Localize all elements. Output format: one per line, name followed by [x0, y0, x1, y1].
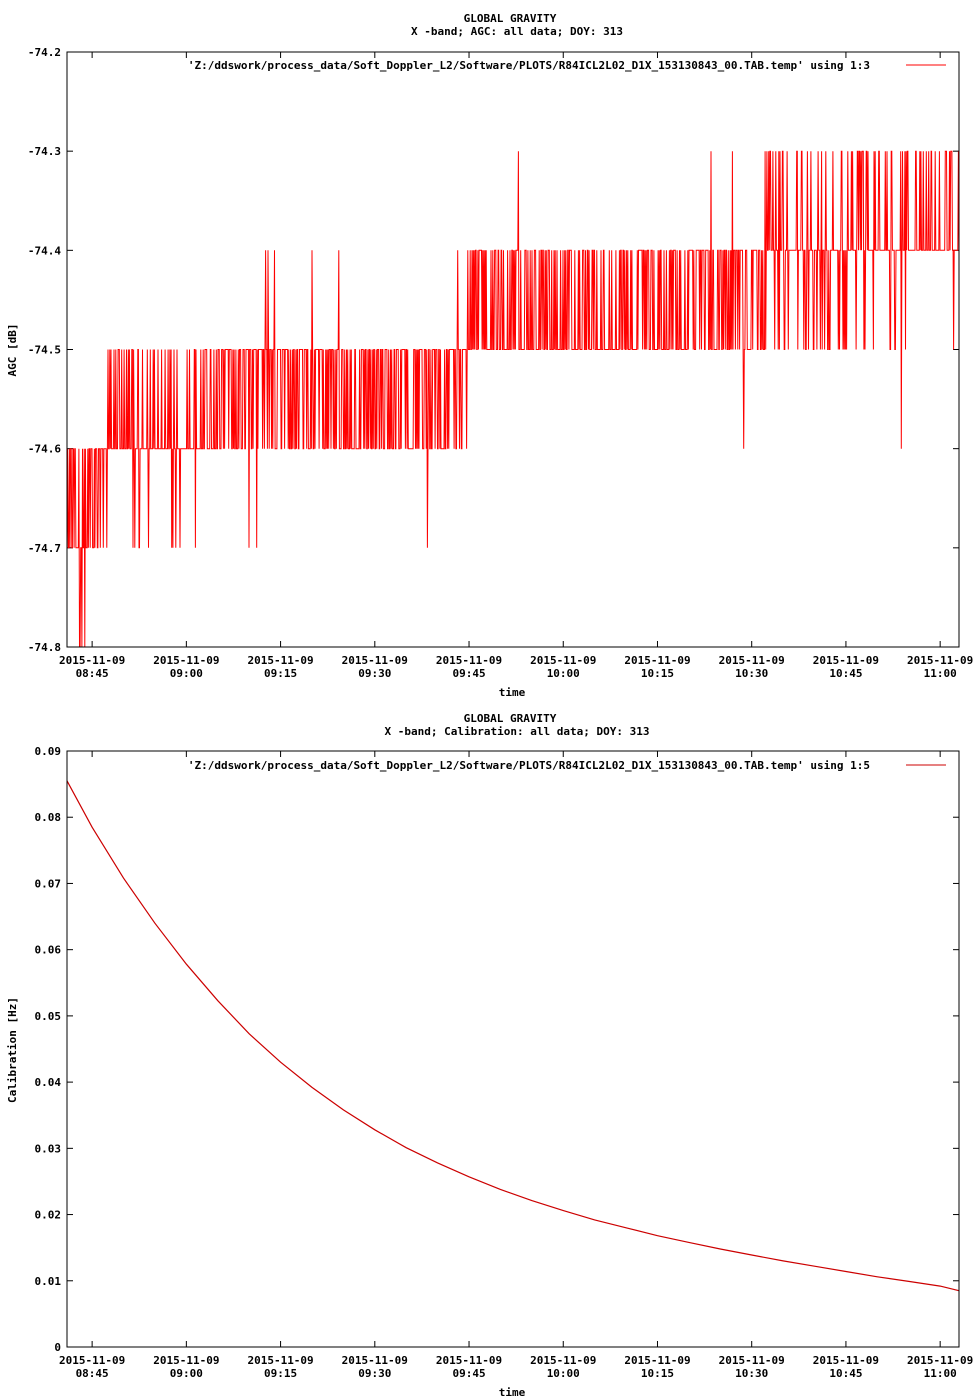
agc-x-tick-date: 2015-11-09: [813, 654, 879, 667]
calibration-y-tick-label: 0.09: [35, 745, 62, 758]
calibration-x-tick-date: 2015-11-09: [907, 1354, 973, 1367]
agc-chart-title: GLOBAL GRAVITY: [464, 12, 557, 25]
agc-x-tick-date: 2015-11-09: [530, 654, 596, 667]
agc-x-axis-label: time: [499, 686, 526, 699]
calibration-legend-label: 'Z:/ddswork/process_data/Soft_Doppler_L2…: [188, 759, 870, 772]
calibration-y-tick-label: 0: [54, 1341, 61, 1354]
calibration-y-ticks: 0.09 0.08 0.07 0.06 0.05 0.04 0.03 0.02 0.01 0: [35, 745, 959, 1354]
calibration-y-axis-label: Calibration [Hz]: [6, 997, 19, 1103]
agc-x-tick-time: 09:15: [264, 667, 297, 680]
agc-x-tick-time: 10:00: [547, 667, 580, 680]
calibration-x-tick-time: 10:00: [547, 1367, 580, 1380]
agc-y-tick-label: -74.2: [28, 46, 61, 59]
calibration-x-tick-time: 09:30: [358, 1367, 391, 1380]
agc-y-tick-label: -74.5: [28, 344, 61, 357]
calibration-y-tick-label: 0.01: [35, 1275, 62, 1288]
calibration-y-tick-label: 0.06: [35, 944, 62, 957]
calibration-x-axis-label: time: [499, 1386, 526, 1399]
agc-y-axis-label: AGC [dB]: [6, 324, 19, 377]
agc-x-tick-time: 09:00: [170, 667, 203, 680]
calibration-x-tick-date: 2015-11-09: [530, 1354, 596, 1367]
agc-x-tick-time: 10:45: [829, 667, 862, 680]
agc-x-tick-time: 09:30: [358, 667, 391, 680]
agc-x-tick-time: 08:45: [76, 667, 109, 680]
agc-x-tick-date: 2015-11-09: [342, 654, 408, 667]
calibration-series-line: [66, 780, 960, 1292]
agc-y-tick-label: -74.7: [28, 542, 61, 555]
agc-y-tick-label: -74.4: [28, 244, 61, 257]
calibration-x-tick-time: 09:00: [170, 1367, 203, 1380]
calibration-x-tick-time: 10:30: [735, 1367, 768, 1380]
calibration-y-tick-label: 0.07: [35, 877, 62, 890]
agc-x-tick-time: 10:30: [735, 667, 768, 680]
calibration-x-tick-date: 2015-11-09: [719, 1354, 785, 1367]
agc-x-tick-date: 2015-11-09: [153, 654, 219, 667]
calibration-x-tick-time: 09:15: [264, 1367, 297, 1380]
calibration-x-tick-time: 10:15: [641, 1367, 674, 1380]
calibration-x-tick-time: 08:45: [76, 1367, 109, 1380]
agc-y-tick-label: -74.6: [28, 443, 61, 456]
calibration-y-tick-label: 0.04: [35, 1076, 62, 1089]
agc-x-tick-date: 2015-11-09: [59, 654, 125, 667]
agc-chart-subtitle: X -band; AGC: all data; DOY: 313: [411, 25, 623, 38]
agc-x-tick-date: 2015-11-09: [247, 654, 313, 667]
calibration-x-tick-time: 09:45: [452, 1367, 485, 1380]
calibration-x-tick-date: 2015-11-09: [153, 1354, 219, 1367]
calibration-x-ticks: 2015-11-0908:452015-11-0909:002015-11-09…: [59, 751, 973, 1380]
calibration-y-tick-label: 0.08: [35, 811, 62, 824]
calibration-chart: GLOBAL GRAVITY X -band; Calibration: all…: [6, 712, 973, 1399]
agc-x-tick-time: 11:00: [924, 667, 957, 680]
calibration-x-tick-time: 10:45: [829, 1367, 862, 1380]
agc-y-tick-label: -74.8: [28, 641, 61, 654]
agc-x-tick-date: 2015-11-09: [719, 654, 785, 667]
calibration-x-tick-date: 2015-11-09: [813, 1354, 879, 1367]
agc-x-tick-date: 2015-11-09: [436, 654, 502, 667]
calibration-plot-frame: [66, 750, 960, 1348]
agc-chart: GLOBAL GRAVITY X -band; AGC: all data; D…: [6, 12, 973, 699]
calibration-x-tick-date: 2015-11-09: [59, 1354, 125, 1367]
agc-x-ticks: 2015-11-0908:452015-11-0909:002015-11-09…: [59, 52, 973, 680]
calibration-chart-title: GLOBAL GRAVITY: [464, 712, 557, 725]
calibration-y-tick-label: 0.03: [35, 1142, 62, 1155]
agc-series-line: [66, 150, 960, 648]
agc-y-tick-label: -74.3: [28, 145, 61, 158]
agc-x-tick-date: 2015-11-09: [907, 654, 973, 667]
agc-x-tick-time: 09:45: [452, 667, 485, 680]
calibration-x-tick-date: 2015-11-09: [247, 1354, 313, 1367]
agc-x-tick-date: 2015-11-09: [624, 654, 690, 667]
calibration-y-tick-label: 0.05: [35, 1010, 62, 1023]
calibration-x-tick-date: 2015-11-09: [624, 1354, 690, 1367]
calibration-x-tick-date: 2015-11-09: [436, 1354, 502, 1367]
agc-x-tick-time: 10:15: [641, 667, 674, 680]
calibration-x-tick-time: 11:00: [924, 1367, 957, 1380]
agc-legend-label: 'Z:/ddswork/process_data/Soft_Doppler_L2…: [188, 59, 870, 72]
calibration-x-tick-date: 2015-11-09: [342, 1354, 408, 1367]
calibration-y-tick-label: 0.02: [35, 1209, 62, 1222]
agc-y-ticks: -74.2 -74.3 -74.4 -74.5 -74.6 -74.7 -74.8: [28, 46, 959, 654]
calibration-chart-subtitle: X -band; Calibration: all data; DOY: 313: [385, 725, 650, 738]
agc-plot-frame: [66, 51, 960, 648]
